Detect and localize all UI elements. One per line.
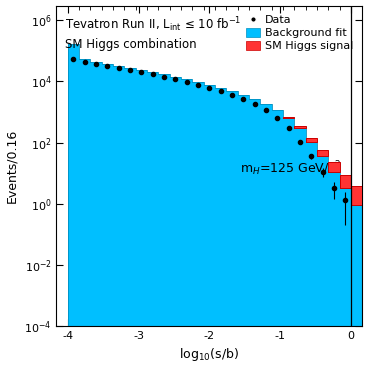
Polygon shape bbox=[317, 150, 328, 156]
Polygon shape bbox=[294, 126, 306, 128]
Polygon shape bbox=[283, 117, 294, 118]
Polygon shape bbox=[328, 162, 340, 172]
X-axis label: log$_{10}$(s/b): log$_{10}$(s/b) bbox=[179, 346, 239, 363]
Polygon shape bbox=[68, 45, 362, 369]
Polygon shape bbox=[306, 138, 317, 142]
Legend: Data, Background fit, SM Higgs signal: Data, Background fit, SM Higgs signal bbox=[243, 11, 357, 55]
Polygon shape bbox=[351, 186, 362, 205]
Text: m$_H$=125 GeV/c$^2$: m$_H$=125 GeV/c$^2$ bbox=[240, 159, 341, 178]
Text: Tevatron Run II, L$_{\mathrm{int}}$ ≤ 10 fb$^{-1}$
SM Higgs combination: Tevatron Run II, L$_{\mathrm{int}}$ ≤ 10… bbox=[66, 15, 242, 51]
Y-axis label: Events/0.16: Events/0.16 bbox=[6, 129, 18, 203]
Polygon shape bbox=[340, 175, 351, 188]
